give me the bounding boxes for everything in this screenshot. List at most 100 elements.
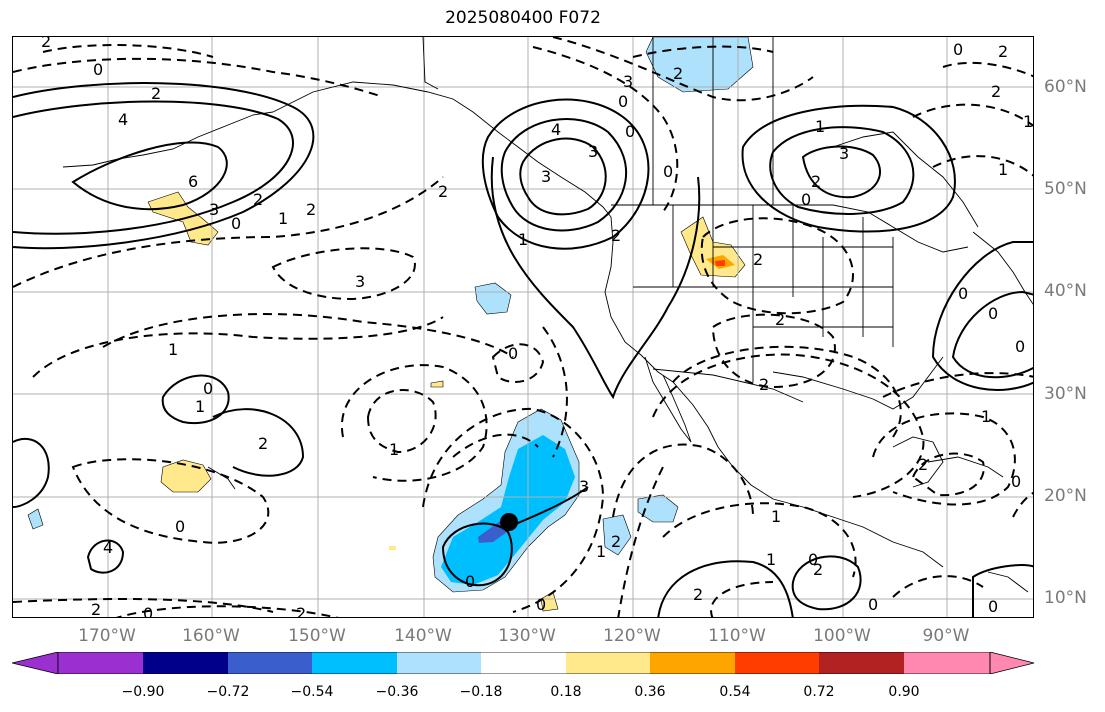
contour-label: 3 bbox=[839, 144, 849, 163]
lat-label: 20°N bbox=[1044, 486, 1087, 506]
dash-ne-3 bbox=[932, 155, 1033, 177]
lon-label: 150°W bbox=[288, 626, 346, 646]
dash-pacific-8 bbox=[542, 326, 568, 458]
coast-caribbean bbox=[987, 571, 1029, 593]
colorbar-segment bbox=[312, 652, 397, 674]
contour-label: 3 bbox=[579, 477, 589, 496]
dash-pacific-5 bbox=[366, 389, 437, 454]
contour-label: 0 bbox=[143, 604, 153, 618]
shade-light-blue-west bbox=[27, 508, 44, 530]
shade-red-rockies bbox=[715, 260, 725, 266]
dash-pacific-4 bbox=[32, 316, 444, 378]
border-us-mexico bbox=[652, 368, 804, 403]
colorbar-tick-label: −0.18 bbox=[459, 684, 503, 700]
dash-pacific-7 bbox=[491, 343, 545, 383]
contour-se-1 bbox=[972, 564, 1033, 617]
contour-label: 0 bbox=[808, 550, 818, 569]
contour-label: 0 bbox=[93, 60, 103, 79]
lon-label: 110°W bbox=[708, 626, 766, 646]
positive-contours bbox=[13, 82, 1033, 617]
colorbar-tick-label: 0.90 bbox=[888, 684, 920, 700]
dash-east-2 bbox=[911, 452, 985, 497]
colorbar bbox=[12, 652, 1035, 674]
colorbar-tick-label: 0.54 bbox=[719, 684, 751, 700]
map-panel[interactable]: 2 0 2 4 6 3 0 2 1 2 3 4 2 1 0 3 0 3 2 0 … bbox=[12, 36, 1034, 618]
contour-label: 2 bbox=[306, 200, 316, 219]
storm-center-marker[interactable] bbox=[500, 513, 518, 531]
lat-label: 30°N bbox=[1044, 384, 1087, 404]
contour-label: 3 bbox=[588, 142, 598, 161]
contour-label: 2 bbox=[151, 84, 161, 103]
contour-label: 1 bbox=[278, 209, 288, 228]
colorbar-segment bbox=[566, 652, 650, 674]
dash-mex-1 bbox=[612, 443, 754, 518]
lon-label: 140°W bbox=[394, 626, 452, 646]
border-states-2 bbox=[633, 246, 893, 328]
contour-label: 2 bbox=[759, 375, 769, 394]
contour-pacific-low-3 bbox=[71, 141, 228, 211]
shade-yellow-small-dot bbox=[430, 380, 444, 388]
lon-label: 170°W bbox=[78, 626, 136, 646]
lat-label: 10°N bbox=[1044, 588, 1087, 608]
shade-light-blue-small bbox=[474, 282, 512, 315]
dash-mex-3 bbox=[617, 466, 664, 617]
colorbar-segment bbox=[650, 652, 735, 674]
coast-cuba bbox=[927, 456, 1004, 478]
lon-label: 160°W bbox=[182, 626, 240, 646]
contour-label: 1 bbox=[1023, 112, 1033, 131]
contour-label: 0 bbox=[958, 284, 968, 303]
contour-label: 2 bbox=[91, 600, 101, 618]
shade-yellow-tiny bbox=[389, 546, 396, 550]
contour-cyclone-core bbox=[441, 522, 513, 587]
dash-cyc-2 bbox=[452, 433, 539, 458]
shade-blue-cyclone bbox=[441, 435, 575, 585]
coast-alaska bbox=[272, 81, 612, 218]
coast-westcoast bbox=[604, 216, 944, 568]
contour-label: 1 bbox=[981, 407, 991, 426]
shade-light-blue-east-2 bbox=[602, 514, 632, 556]
lat-label: 60°N bbox=[1044, 77, 1087, 97]
contour-label: 3 bbox=[541, 167, 551, 186]
dash-central-2 bbox=[652, 353, 925, 498]
contour-label: 0 bbox=[536, 595, 546, 614]
graticule bbox=[13, 37, 1033, 617]
contour-label: 1 bbox=[518, 230, 528, 249]
contour-label: 2 bbox=[673, 64, 683, 83]
colorbar-segment bbox=[819, 652, 904, 674]
contour-label: 0 bbox=[508, 344, 518, 363]
contour-label: 0 bbox=[175, 517, 185, 536]
dash-se-2 bbox=[1012, 491, 1033, 518]
contour-east-1 bbox=[931, 241, 1033, 391]
contour-hudson-1 bbox=[741, 104, 956, 233]
shade-light-blue-north bbox=[645, 37, 754, 93]
contour-label: 0 bbox=[953, 40, 963, 59]
contour-label: 0 bbox=[1011, 472, 1021, 491]
coast-gulf bbox=[772, 356, 944, 410]
contour-label: 0 bbox=[465, 572, 475, 591]
coast-yucatan bbox=[892, 436, 944, 488]
coast-baja bbox=[644, 356, 692, 443]
colorbar-segment bbox=[397, 652, 481, 674]
colorbar-over-triangle bbox=[989, 652, 1035, 674]
colorbar-under-triangle bbox=[12, 652, 59, 674]
contour-label: 0 bbox=[231, 214, 241, 233]
contour-south-1 bbox=[791, 555, 862, 611]
contour-label: 2 bbox=[998, 42, 1008, 61]
dash-pacific-3 bbox=[102, 313, 514, 358]
colorbar-tick-label: 0.18 bbox=[550, 684, 582, 700]
dash-ne-2 bbox=[912, 103, 1033, 127]
contour-label: 2 bbox=[438, 182, 448, 201]
dash-se-1 bbox=[892, 575, 984, 598]
lat-label: 40°N bbox=[1044, 281, 1087, 301]
contour-gulf-alaska-1 bbox=[481, 98, 650, 250]
lat-label: 50°N bbox=[1044, 179, 1087, 199]
contour-south-3 bbox=[86, 539, 125, 574]
dash-ne-1 bbox=[942, 61, 1033, 78]
contour-label: 2 bbox=[253, 190, 263, 209]
contour-label: 1 bbox=[596, 542, 606, 561]
contour-label: 2 bbox=[258, 434, 268, 453]
contour-label: 0 bbox=[663, 162, 673, 181]
contour-subtrop-2 bbox=[212, 408, 305, 477]
colorbar-tick-label: −0.36 bbox=[375, 684, 419, 700]
colorbar-outline bbox=[57, 652, 991, 674]
